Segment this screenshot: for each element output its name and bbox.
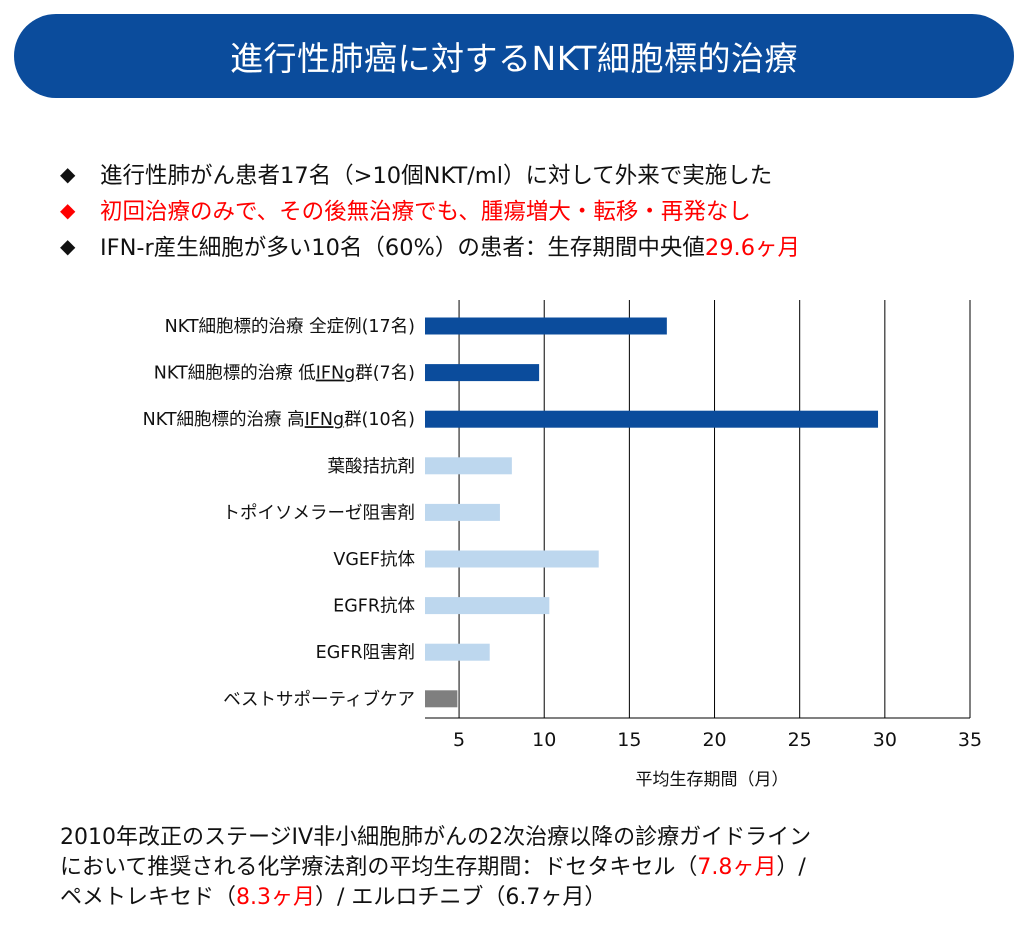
footer-note: 2010年改正のステージIV非小細胞肺がんの2次治療以降の診療ガイドライン にお… — [60, 823, 811, 913]
bullet-list: ◆ 進行性肺がん患者17名（>10個NKT/ml）に対して外来で実施した ◆ 初… — [60, 156, 800, 264]
bullet-item-highlighted: ◆ 初回治療のみで、その後無治療でも、腫瘍増大・転移・再発なし — [60, 192, 800, 228]
category-label: NKT細胞標的治療 高IFNg群(10名) — [143, 410, 415, 430]
x-axis-title: 平均生存期間（月） — [636, 770, 789, 790]
docetaxel-value: 7.8ヶ月 — [697, 855, 777, 880]
x-tick-label: 5 — [453, 729, 465, 751]
bullet-item: ◆ 進行性肺がん患者17名（>10個NKT/ml）に対して外来で実施した — [60, 156, 800, 192]
page-title: 進行性肺癌に対するNKT細胞標的治療 — [230, 39, 798, 78]
bullet-text: 初回治療のみで、その後無治療でも、腫瘍増大・転移・再発なし — [100, 199, 751, 225]
bullet-item: ◆ IFN-r産生細胞が多い10名（60%）の患者：生存期間中央値 29.6ヶ月 — [60, 228, 800, 264]
footer-line-1: 2010年改正のステージIV非小細胞肺がんの2次治療以降の診療ガイドライン — [60, 825, 812, 850]
footer-line-2: において推奨される化学療法剤の平均生存期間：ドセタキセル（ — [60, 855, 698, 880]
x-tick-label: 35 — [958, 729, 982, 751]
category-label: NKT細胞標的治療 全症例(17名) — [165, 317, 415, 337]
x-tick-label: 25 — [788, 729, 812, 751]
x-tick-label: 30 — [873, 729, 897, 751]
median-survival-value: 29.6ヶ月 — [704, 235, 801, 261]
pemetrexed-value: 8.3ヶ月 — [236, 885, 316, 910]
diamond-icon: ◆ — [60, 234, 76, 258]
x-tick-label: 20 — [702, 729, 726, 751]
bar-8 — [425, 643, 490, 661]
footer-line-2-end: ）/ — [776, 855, 806, 880]
category-label: EGFR阻害剤 — [316, 643, 415, 663]
title-banner: 進行性肺癌に対するNKT細胞標的治療 — [14, 14, 1014, 98]
diamond-icon: ◆ — [60, 198, 76, 222]
bar-3 — [425, 410, 879, 428]
category-label: ベストサポーティブケア — [223, 689, 415, 710]
category-label: トポイソメラーゼ阻害剤 — [223, 503, 416, 523]
bar-2 — [425, 364, 540, 382]
x-tick-label: 10 — [532, 729, 556, 751]
bullet-text: IFN-r産生細胞が多い10名（60%）の患者：生存期間中央値 — [100, 235, 705, 261]
bar-9 — [425, 690, 458, 708]
bar-5 — [425, 503, 500, 521]
footer-line-3-end: ）/ エルロチニブ（6.7ヶ月） — [315, 885, 607, 910]
footer-line-3: ペメトレキセド（ — [60, 885, 237, 910]
category-label: EGFR抗体 — [333, 597, 415, 617]
diamond-icon: ◆ — [60, 162, 76, 186]
bar-1 — [425, 317, 667, 335]
bar-6 — [425, 550, 599, 568]
bullet-text: 進行性肺がん患者17名（>10個NKT/ml）に対して外来で実施した — [100, 163, 773, 189]
category-label: NKT細胞標的治療 低IFNg群(7名) — [154, 364, 415, 384]
category-label: VGEF抗体 — [333, 550, 415, 570]
survival-bar-chart: 5 10 15 20 25 30 35 平均生存期間（月） NKT細胞標的治療 全症例(17名)… — [143, 300, 982, 790]
bar-7 — [425, 597, 550, 615]
category-label: 葉酸拮抗剤 — [328, 457, 416, 477]
x-tick-label: 15 — [617, 729, 641, 751]
bar-4 — [425, 457, 512, 475]
